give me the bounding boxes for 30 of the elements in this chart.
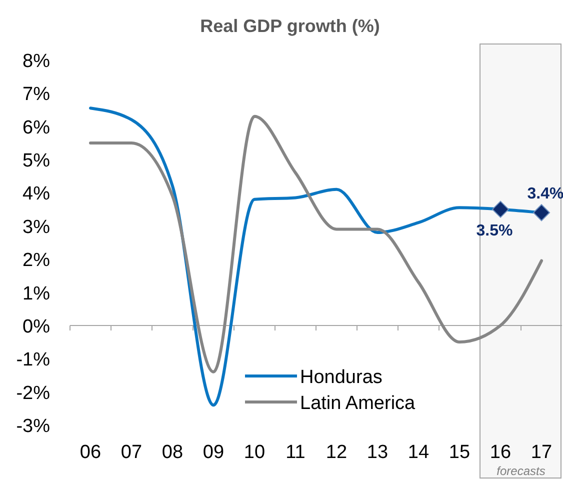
x-tick-label: 10 (244, 442, 266, 463)
x-tick-label: 06 (80, 442, 102, 463)
y-tick-label: 5% (22, 150, 50, 172)
x-tick-label: 16 (490, 442, 512, 463)
legend-label: Latin America (300, 393, 416, 414)
x-tick-label: 15 (448, 442, 470, 463)
legend-label: Honduras (300, 367, 382, 388)
data-label: 3.4% (527, 186, 563, 203)
x-tick-label: 14 (408, 442, 430, 463)
x-tick-label: 13 (366, 442, 388, 463)
y-tick-label: 4% (22, 184, 50, 205)
y-tick-label: -3% (16, 416, 50, 437)
x-tick-label: 17 (530, 442, 552, 463)
x-tick-label: 12 (326, 442, 348, 463)
y-tick-label: 3% (22, 216, 50, 238)
x-tick-label: 09 (202, 442, 224, 463)
y-tick-label: 7% (22, 84, 50, 106)
y-tick-label: 2% (22, 250, 50, 272)
data-label: 3.5% (476, 222, 513, 240)
band-label: forecasts (496, 464, 546, 478)
y-tick-label: -2% (16, 382, 50, 404)
chart-title: Real GDP growth (%) (200, 16, 380, 36)
y-tick-label: 6% (22, 117, 50, 138)
x-tick-label: 08 (162, 442, 184, 463)
x-tick-label: 11 (286, 442, 306, 463)
y-tick-label: -1% (16, 350, 50, 371)
x-tick-label: 07 (120, 442, 142, 463)
y-tick-label: 1% (22, 283, 50, 304)
y-tick-label: 0% (22, 316, 50, 338)
y-tick-label: 8% (22, 51, 50, 72)
